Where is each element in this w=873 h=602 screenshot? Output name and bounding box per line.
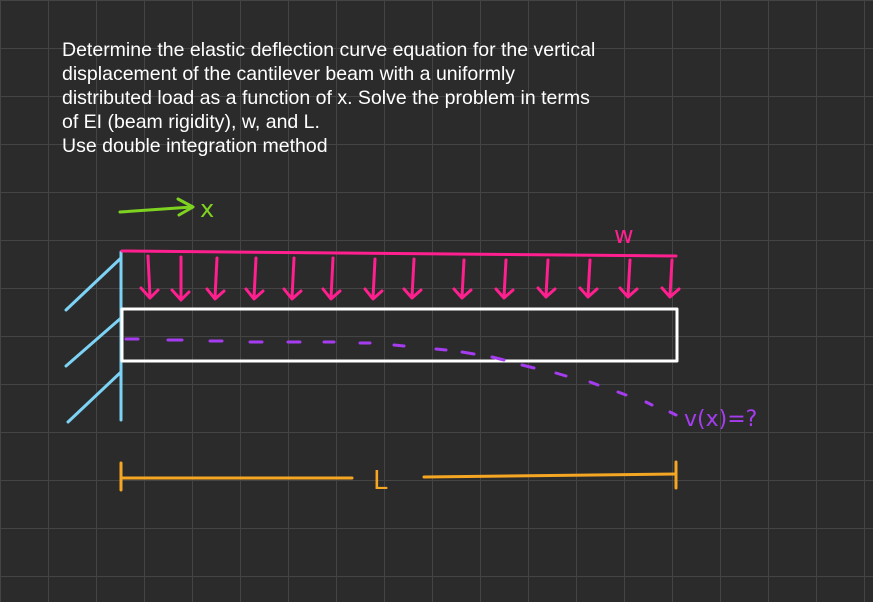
x-axis-arrow [118,197,195,217]
beam [120,307,679,363]
fixed-support [64,250,123,424]
deflection-curve [124,337,678,417]
load-label: w [614,221,634,249]
problem-line: Use double integration method [62,135,328,157]
length-dimension [119,460,678,492]
deflection-label: v(x)=? [684,407,757,432]
problem-line: displacement of the cantilever beam with… [62,63,516,85]
length-label: L [373,466,388,496]
x-axis-label: x [200,195,214,223]
problem-line: Determine the elastic deflection curve e… [62,39,596,61]
problem-statement: Determine the elastic deflection curve e… [62,38,702,158]
problem-line: of EI (beam rigidity), w, and L. [62,111,320,133]
problem-line: distributed load as a function of x. Sol… [62,87,590,109]
distributed-load [120,249,681,302]
